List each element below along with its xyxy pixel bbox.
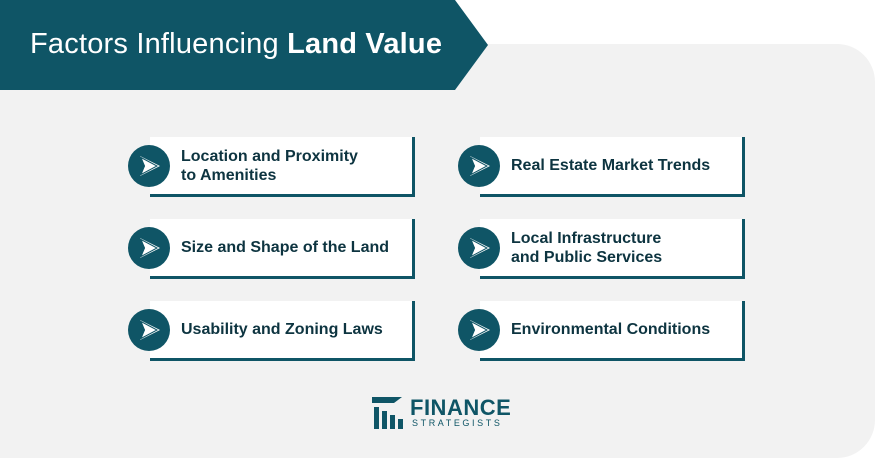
arrow-right-icon <box>128 145 170 187</box>
factor-card-location: Location and Proximity to Amenities <box>150 137 415 197</box>
title-bold: Land Value <box>287 28 443 60</box>
factor-card-market-trends: Real Estate Market Trends <box>480 137 745 197</box>
factor-card-usability-zoning: Usability and Zoning Laws <box>150 301 415 361</box>
arrow-right-icon <box>458 309 500 351</box>
factor-label: Location and Proximity to Amenities <box>181 147 358 184</box>
factor-card-size-shape: Size and Shape of the Land <box>150 219 415 279</box>
title-regular: Factors Influencing <box>30 28 288 60</box>
factor-label: Environmental Conditions <box>511 321 711 338</box>
factor-label: Local Infrastructure and Public Services <box>511 229 663 266</box>
arrow-right-icon <box>458 227 500 269</box>
arrow-right-icon <box>128 309 170 351</box>
title-banner: Factors Influencing Land Value <box>0 0 490 90</box>
factor-label: Size and Shape of the Land <box>181 239 390 256</box>
finance-strategists-logo: FINANCE STRATEGISTS <box>372 393 512 433</box>
title-banner-shape <box>0 0 488 90</box>
logo-mark-icon <box>372 397 403 429</box>
logo-subtitle: STRATEGISTS <box>412 418 503 428</box>
logo-name: FINANCE <box>410 395 512 420</box>
page-title: Factors Influencing Land Value <box>30 28 442 61</box>
arrow-right-icon <box>128 227 170 269</box>
factor-label: Usability and Zoning Laws <box>181 321 383 338</box>
arrow-right-icon <box>458 145 500 187</box>
factor-card-environmental: Environmental Conditions <box>480 301 745 361</box>
factor-label: Real Estate Market Trends <box>511 157 711 174</box>
factor-card-infrastructure: Local Infrastructure and Public Services <box>480 219 745 279</box>
